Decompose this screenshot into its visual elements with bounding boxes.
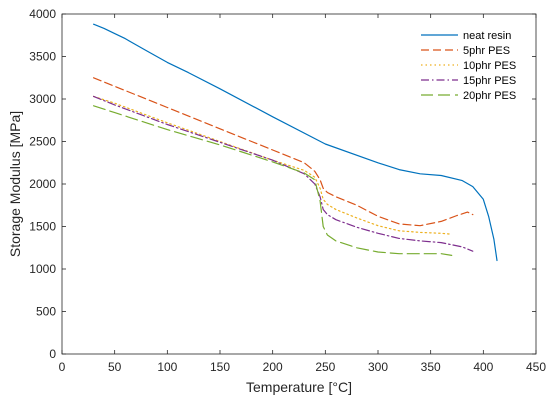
- legend-item: neat resin: [421, 30, 511, 42]
- x-tick-label: 0: [59, 360, 66, 374]
- plot-area: [62, 14, 536, 354]
- y-tick-label: 1500: [29, 220, 56, 234]
- y-tick-label: 0: [49, 347, 56, 361]
- axes-layer: 0 50 100 150 200 250 300 350 400 450 0 500 1000 1500 2…: [29, 7, 546, 374]
- series-layer: [93, 23, 498, 262]
- x-tick-label: 100: [157, 360, 177, 374]
- legend-item: 10phr PES: [421, 60, 516, 72]
- legend-label: neat resin: [463, 30, 511, 42]
- y-tick-label: 1000: [29, 262, 56, 276]
- series-line-0: [93, 23, 498, 262]
- x-tick-label: 200: [263, 360, 283, 374]
- x-tick-label: 50: [108, 360, 122, 374]
- x-tick-label: 250: [315, 360, 335, 374]
- series-line-1: [93, 77, 474, 227]
- y-tick-label: 2000: [29, 177, 56, 191]
- legend-label: 5phr PES: [463, 45, 510, 57]
- x-tick-label: 400: [473, 360, 493, 374]
- legend: neat resin 5phr PES 10phr PES 15phr PES 20ph…: [421, 30, 516, 102]
- legend-item: 5phr PES: [421, 45, 510, 57]
- x-axis-label: Temperature [°C]: [246, 379, 352, 395]
- legend-item: 20phr PES: [421, 90, 516, 102]
- x-tick-label: 150: [210, 360, 230, 374]
- x-tick-label: 300: [368, 360, 388, 374]
- y-axis-label: Storage Modulus [MPa]: [7, 111, 23, 257]
- legend-label: 15phr PES: [463, 75, 516, 87]
- series-line-3: [93, 95, 474, 252]
- legend-item: 15phr PES: [421, 75, 516, 87]
- legend-label: 20phr PES: [463, 90, 516, 102]
- y-tick-label: 2500: [29, 135, 56, 149]
- x-tick-label: 350: [421, 360, 441, 374]
- legend-label: 10phr PES: [463, 60, 516, 72]
- y-tick-label: 3500: [29, 50, 56, 64]
- y-tick-label: 500: [36, 305, 56, 319]
- x-tick-label: 450: [526, 360, 546, 374]
- series-line-4: [93, 105, 453, 256]
- y-tick-label: 4000: [29, 7, 56, 21]
- y-tick-label: 3000: [29, 92, 56, 106]
